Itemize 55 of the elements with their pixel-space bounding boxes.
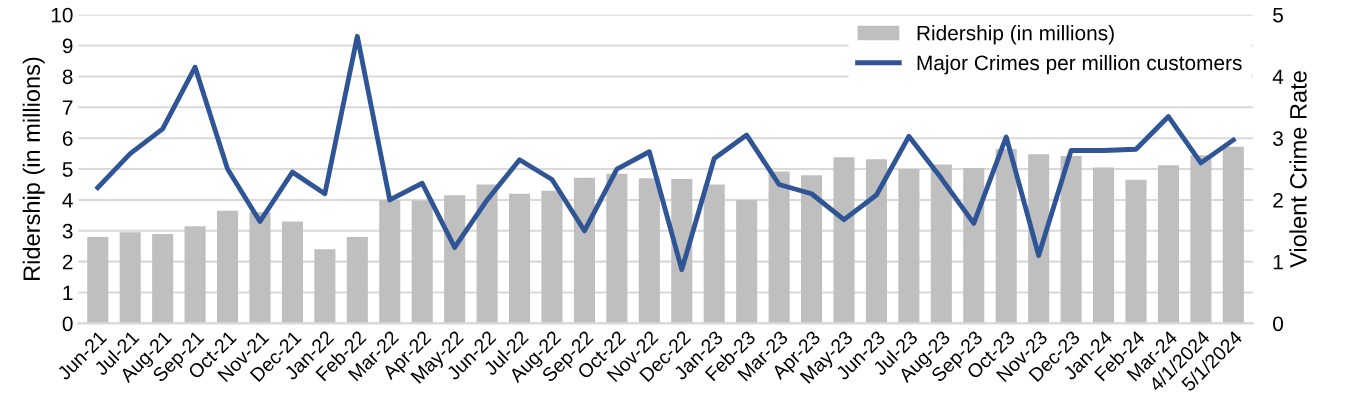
bar [217,210,239,324]
y2-tick-label: 5 [1273,7,1283,23]
y2-tick-label: 4 [1272,69,1284,84]
bar [281,221,303,324]
bar [1093,167,1115,324]
legend-label: Ridership (in millions) [917,25,1114,45]
bar [541,190,563,324]
bar [444,195,466,324]
y-tick-label: 4 [62,193,73,208]
bar [476,184,498,324]
bar [314,249,336,324]
bar [606,173,628,324]
bar [898,169,920,324]
y-tick-label: 7 [62,100,73,115]
bar [1125,179,1147,324]
bar [995,148,1017,324]
y2-tick-label: 3 [1273,131,1283,146]
bar [1222,146,1244,324]
bar [1157,165,1179,324]
y2-tick-label: 0 [1273,316,1284,332]
y2-tick-label: 1 [1273,254,1283,270]
bar [930,164,952,324]
bar [1190,155,1212,324]
bar [963,168,985,324]
bar [865,159,887,324]
y-tick-label: 0 [62,316,73,332]
y-tick-label: 1 [63,285,73,301]
bar [87,236,109,324]
y-tick-label: 6 [62,131,73,146]
bar [638,178,660,324]
y2-tick-label: 2 [1273,192,1283,208]
y2-axis-title: Violent Crime Rate [1289,71,1307,268]
bar [411,200,433,324]
bar [119,232,141,324]
y-tick-label: 5 [62,162,73,177]
bar [736,199,758,324]
y-tick-label: 8 [62,69,73,85]
bar [768,171,790,324]
bar [801,175,823,324]
y-axis-title: Ridership (in millions) [22,57,45,280]
y-tick-label: 9 [62,38,73,54]
bar [379,199,401,324]
bar [509,193,531,324]
bar [833,157,855,324]
y-tick-label: 2 [62,254,73,270]
bar [573,177,595,324]
y-tick-label: 10 [51,7,73,23]
bar [346,236,368,324]
bar [249,212,271,324]
bar [152,233,174,324]
bar [184,226,206,324]
bar [703,184,725,324]
legend-label: Major Crimes per million customers [917,54,1242,75]
y-tick-label: 3 [62,223,73,239]
bar [1060,156,1082,324]
